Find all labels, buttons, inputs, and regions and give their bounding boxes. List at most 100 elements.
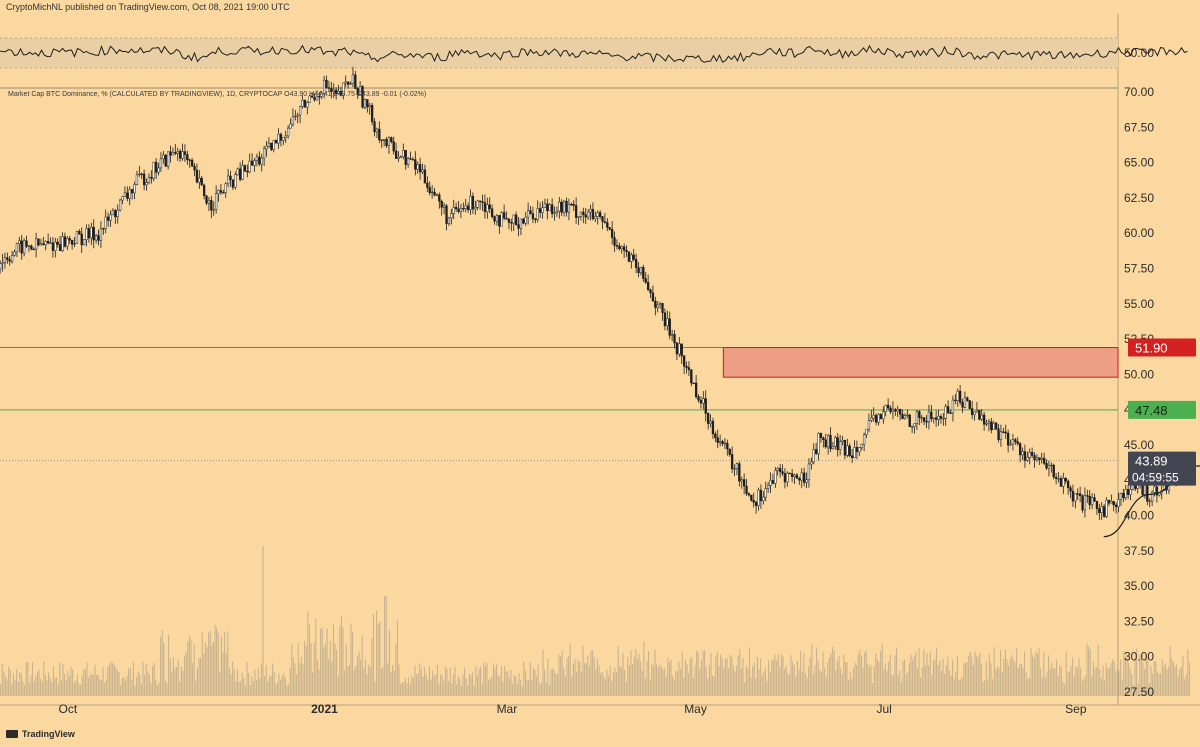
volume-bar	[1014, 661, 1016, 696]
volume-bar	[1084, 675, 1086, 696]
candle-down	[908, 414, 911, 427]
volume-bar	[302, 664, 304, 696]
volume-bar	[1008, 665, 1010, 696]
x-tick-label: Oct	[58, 702, 77, 716]
volume-bar	[20, 673, 22, 696]
volume-bar	[705, 666, 707, 696]
candle-up	[286, 127, 290, 137]
candle-up	[793, 474, 796, 477]
candle-up	[867, 420, 871, 430]
candle-down	[829, 435, 832, 450]
rsi-line	[0, 44, 1188, 63]
candle-up	[298, 106, 302, 116]
candle-up	[464, 205, 467, 209]
candle-down	[608, 227, 611, 230]
volume-bar	[240, 680, 242, 696]
candle-down	[1054, 476, 1058, 479]
candle-down	[946, 406, 950, 414]
volume-bar	[313, 642, 315, 696]
volume-bar	[1168, 666, 1170, 696]
candle-up	[166, 151, 170, 167]
volume-bar	[27, 661, 29, 696]
volume-bar	[88, 677, 90, 696]
volume-bar	[35, 675, 37, 696]
candle-up	[99, 228, 103, 241]
candle-down	[1066, 480, 1070, 488]
candle-down	[1071, 490, 1075, 502]
volume-bar	[326, 628, 328, 696]
volume-bar	[824, 667, 826, 696]
volume-bar	[296, 674, 298, 696]
candle-up	[951, 399, 955, 414]
volume-bar	[428, 666, 430, 696]
volume-bar	[659, 664, 661, 696]
tradingview-logo[interactable]: TradingView	[6, 727, 75, 741]
candle-down	[433, 191, 436, 196]
volume-bar	[1041, 677, 1043, 696]
volume-bar	[457, 676, 459, 696]
candle-up	[589, 208, 592, 213]
volume-bar	[403, 682, 405, 696]
candle-down	[954, 399, 957, 402]
candle-up	[1074, 493, 1077, 502]
candle-up	[94, 235, 98, 241]
volume-bar	[947, 656, 949, 696]
volume-bar	[305, 645, 307, 696]
volume-bar	[14, 680, 16, 696]
volume-bar	[700, 660, 702, 696]
candle-down	[1064, 478, 1067, 482]
volume-bar	[30, 674, 32, 696]
volume-bar	[808, 666, 810, 696]
candle-down	[1069, 487, 1072, 492]
candle-down	[618, 245, 621, 249]
volume-bar	[1102, 665, 1104, 696]
candle-down	[1038, 457, 1041, 460]
candle-down	[697, 396, 700, 401]
volume-bar	[142, 661, 144, 696]
candle-up	[817, 433, 820, 454]
volume-bar	[1105, 663, 1107, 696]
candle-down	[627, 251, 631, 262]
candle-down	[1018, 443, 1022, 456]
candle-down	[961, 401, 964, 408]
candle-down	[231, 179, 235, 188]
candle-up	[474, 207, 477, 210]
volume-bar	[33, 681, 35, 696]
volume-bar	[758, 669, 760, 696]
candle-up	[234, 174, 237, 188]
candle-up	[1026, 457, 1029, 461]
volume-bar	[235, 682, 237, 696]
volume-bar	[406, 683, 408, 696]
candle-down	[478, 200, 482, 202]
volume-bar	[227, 631, 229, 696]
candle-down	[601, 216, 604, 222]
volume-bar	[900, 682, 902, 696]
volume-bar	[841, 674, 843, 696]
volume-bar	[729, 654, 731, 696]
volume-bar	[569, 643, 571, 696]
volume-bar	[572, 663, 574, 696]
volume-bar	[968, 655, 970, 696]
volume-bar	[212, 641, 214, 696]
candle-up	[1021, 451, 1024, 456]
y-tick-label: 30.00	[1124, 650, 1154, 664]
candle-down	[574, 205, 578, 218]
volume-bar	[849, 671, 851, 696]
volume-bar	[1088, 646, 1090, 696]
candle-up	[241, 165, 244, 180]
volume-bar	[1038, 648, 1040, 696]
volume-bar	[1161, 659, 1163, 696]
candle-down	[668, 318, 671, 336]
candle-up	[757, 489, 760, 506]
candle-down	[1059, 478, 1063, 487]
volume-bar	[136, 677, 138, 696]
volume-bar	[508, 677, 510, 696]
volume-bar	[16, 669, 18, 696]
volume-bar	[993, 647, 995, 696]
volume-bar	[902, 660, 904, 696]
volume-bar	[380, 668, 382, 696]
candle-up	[308, 95, 311, 103]
candle-up	[1100, 506, 1103, 513]
candle-down	[394, 150, 398, 159]
volume-bar	[9, 669, 11, 696]
